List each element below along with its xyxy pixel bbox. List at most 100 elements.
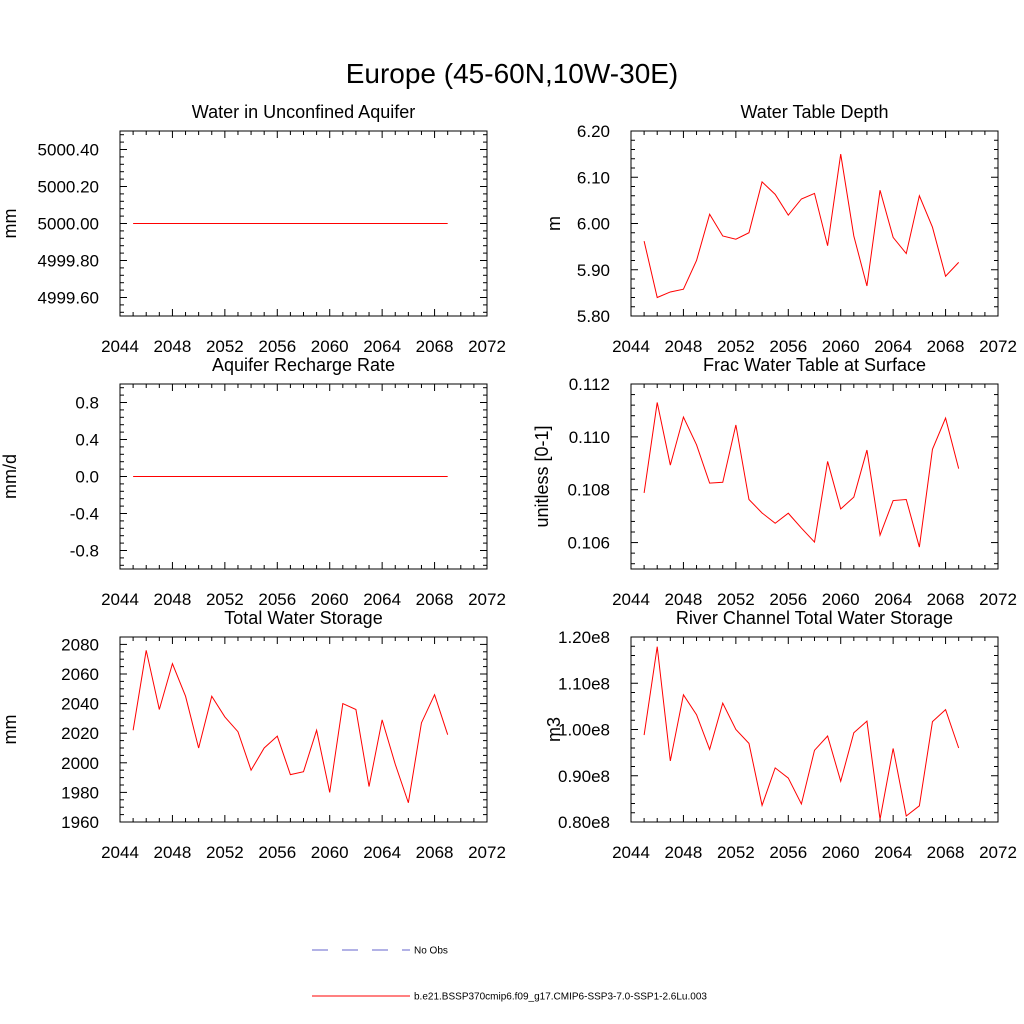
legend-label-model: b.e21.BSSP370cmip6.f09_g17.CMIP6-SSP3-7.…: [414, 992, 707, 1003]
x-tick-label: 2048: [665, 843, 703, 862]
y-tick-label: -0.8: [70, 542, 99, 561]
x-tick-label: 2056: [769, 337, 807, 356]
y-tick-label: 4999.80: [38, 252, 99, 271]
y-tick-label: 0.106: [567, 534, 610, 553]
panel-title: Frac Water Table at Surface: [703, 355, 926, 375]
x-tick-label: 2052: [717, 843, 755, 862]
x-tick-label: 2052: [717, 590, 755, 609]
y-tick-label: 2080: [61, 635, 99, 654]
x-tick-label: 2068: [927, 590, 965, 609]
y-tick-label: 6.10: [577, 168, 610, 187]
panel-3: 2044 2048 2052 2056 2060 2064 2068 2072 -0.8 -0.4…: [0, 355, 506, 609]
x-tick-label: 2056: [258, 590, 296, 609]
y-tick-label: 0.90e8: [558, 767, 610, 786]
x-tick-label: 2056: [769, 590, 807, 609]
y-tick-label: 5000.00: [38, 215, 99, 234]
legend-label-no-obs: No Obs: [414, 946, 448, 957]
x-tick-label: 2052: [717, 337, 755, 356]
series-line: [132, 650, 449, 803]
legend: No Obs b.e21.BSSP370cmip6.f09_g17.CMIP6-…: [312, 946, 707, 1003]
y-tick-label: 0.4: [75, 431, 99, 450]
y-tick-label: 0.0: [75, 468, 99, 487]
panel-2: 2044 2048 2052 2056 2060 2064 2068 2072 5.80 5.90…: [544, 102, 1017, 356]
x-tick-label: 2044: [101, 590, 139, 609]
y-tick-label: 5000.40: [38, 141, 99, 160]
x-tick-label: 2048: [154, 590, 192, 609]
x-tick-label: 2044: [612, 843, 650, 862]
x-tick-label: 2068: [416, 590, 454, 609]
y-tick-label: 6.00: [577, 215, 610, 234]
y-tick-label: 1960: [61, 813, 99, 832]
x-tick-label: 2068: [416, 843, 454, 862]
y-tick-label: 0.8: [75, 394, 99, 413]
y-tick-label: 1980: [61, 783, 99, 802]
x-tick-label: 2060: [822, 590, 860, 609]
panel-title: Water Table Depth: [740, 102, 888, 122]
y-tick-label: 2040: [61, 695, 99, 714]
y-axis-label: m3: [544, 717, 564, 742]
x-tick-label: 2056: [258, 337, 296, 356]
y-tick-label: 2020: [61, 724, 99, 743]
x-tick-label: 2044: [101, 337, 139, 356]
plot-frame: [630, 130, 999, 317]
x-tick-label: 2052: [206, 590, 244, 609]
panel-title: River Channel Total Water Storage: [676, 608, 953, 628]
y-tick-label: 1.00e8: [558, 721, 610, 740]
x-tick-label: 2064: [363, 337, 401, 356]
x-tick-label: 2072: [468, 590, 506, 609]
x-tick-label: 2052: [206, 337, 244, 356]
y-tick-label: 6.20: [577, 122, 610, 141]
x-tick-label: 2052: [206, 843, 244, 862]
figure-title: Europe (45-60N,10W-30E): [346, 58, 679, 89]
panel-5: 2044 2048 2052 2056 2060 2064 2068 2072 1960 1980…: [0, 608, 506, 862]
x-tick-label: 2064: [363, 590, 401, 609]
y-tick-label: 1.20e8: [558, 628, 610, 647]
x-tick-label: 2060: [311, 843, 349, 862]
x-tick-label: 2072: [979, 590, 1017, 609]
panel-4: 2044 2048 2052 2056 2060 2064 2068 2072 0.106 0.1…: [532, 355, 1017, 609]
series-line: [643, 646, 960, 820]
x-tick-label: 2068: [927, 337, 965, 356]
y-tick-label: 2000: [61, 754, 99, 773]
x-tick-label: 2048: [665, 590, 703, 609]
x-tick-label: 2060: [311, 590, 349, 609]
x-tick-label: 2060: [822, 337, 860, 356]
y-tick-label: 4999.60: [38, 289, 99, 308]
x-tick-label: 2056: [258, 843, 296, 862]
x-tick-label: 2060: [822, 843, 860, 862]
y-tick-label: 1.10e8: [558, 674, 610, 693]
x-tick-label: 2072: [468, 843, 506, 862]
y-tick-label: 0.112: [569, 375, 610, 394]
x-tick-label: 2072: [979, 843, 1017, 862]
panel-title: Total Water Storage: [224, 608, 382, 628]
y-tick-label: -0.4: [70, 505, 99, 524]
x-tick-label: 2044: [612, 337, 650, 356]
x-tick-label: 2044: [612, 590, 650, 609]
x-tick-label: 2064: [874, 337, 912, 356]
y-tick-label: 0.108: [567, 481, 610, 500]
panels: 2044 2048 2052 2056 2060 2064 2068 2072 4999.60 4…: [0, 102, 1017, 862]
y-axis-label: mm/d: [0, 454, 20, 499]
x-tick-label: 2072: [468, 337, 506, 356]
series-line: [643, 402, 960, 548]
x-tick-label: 2064: [363, 843, 401, 862]
y-tick-label: 0.80e8: [558, 813, 610, 832]
series-line: [643, 154, 960, 299]
x-tick-label: 2048: [665, 337, 703, 356]
panel-6: 2044 2048 2052 2056 2060 2064 2068 2072 0.80e8 0.…: [544, 608, 1017, 862]
y-axis-label: mm: [0, 715, 20, 745]
plot-frame: [119, 636, 488, 823]
x-tick-label: 2068: [927, 843, 965, 862]
x-tick-label: 2056: [769, 843, 807, 862]
x-tick-label: 2048: [154, 337, 192, 356]
y-tick-label: 0.110: [569, 428, 610, 447]
panel-title: Aquifer Recharge Rate: [212, 355, 395, 375]
x-tick-label: 2072: [979, 337, 1017, 356]
y-tick-label: 5000.20: [38, 178, 99, 197]
x-tick-label: 2044: [101, 843, 139, 862]
y-axis-label: unitless [0-1]: [532, 425, 552, 527]
x-tick-label: 2064: [874, 843, 912, 862]
x-tick-label: 2060: [311, 337, 349, 356]
y-axis-label: mm: [0, 209, 20, 239]
